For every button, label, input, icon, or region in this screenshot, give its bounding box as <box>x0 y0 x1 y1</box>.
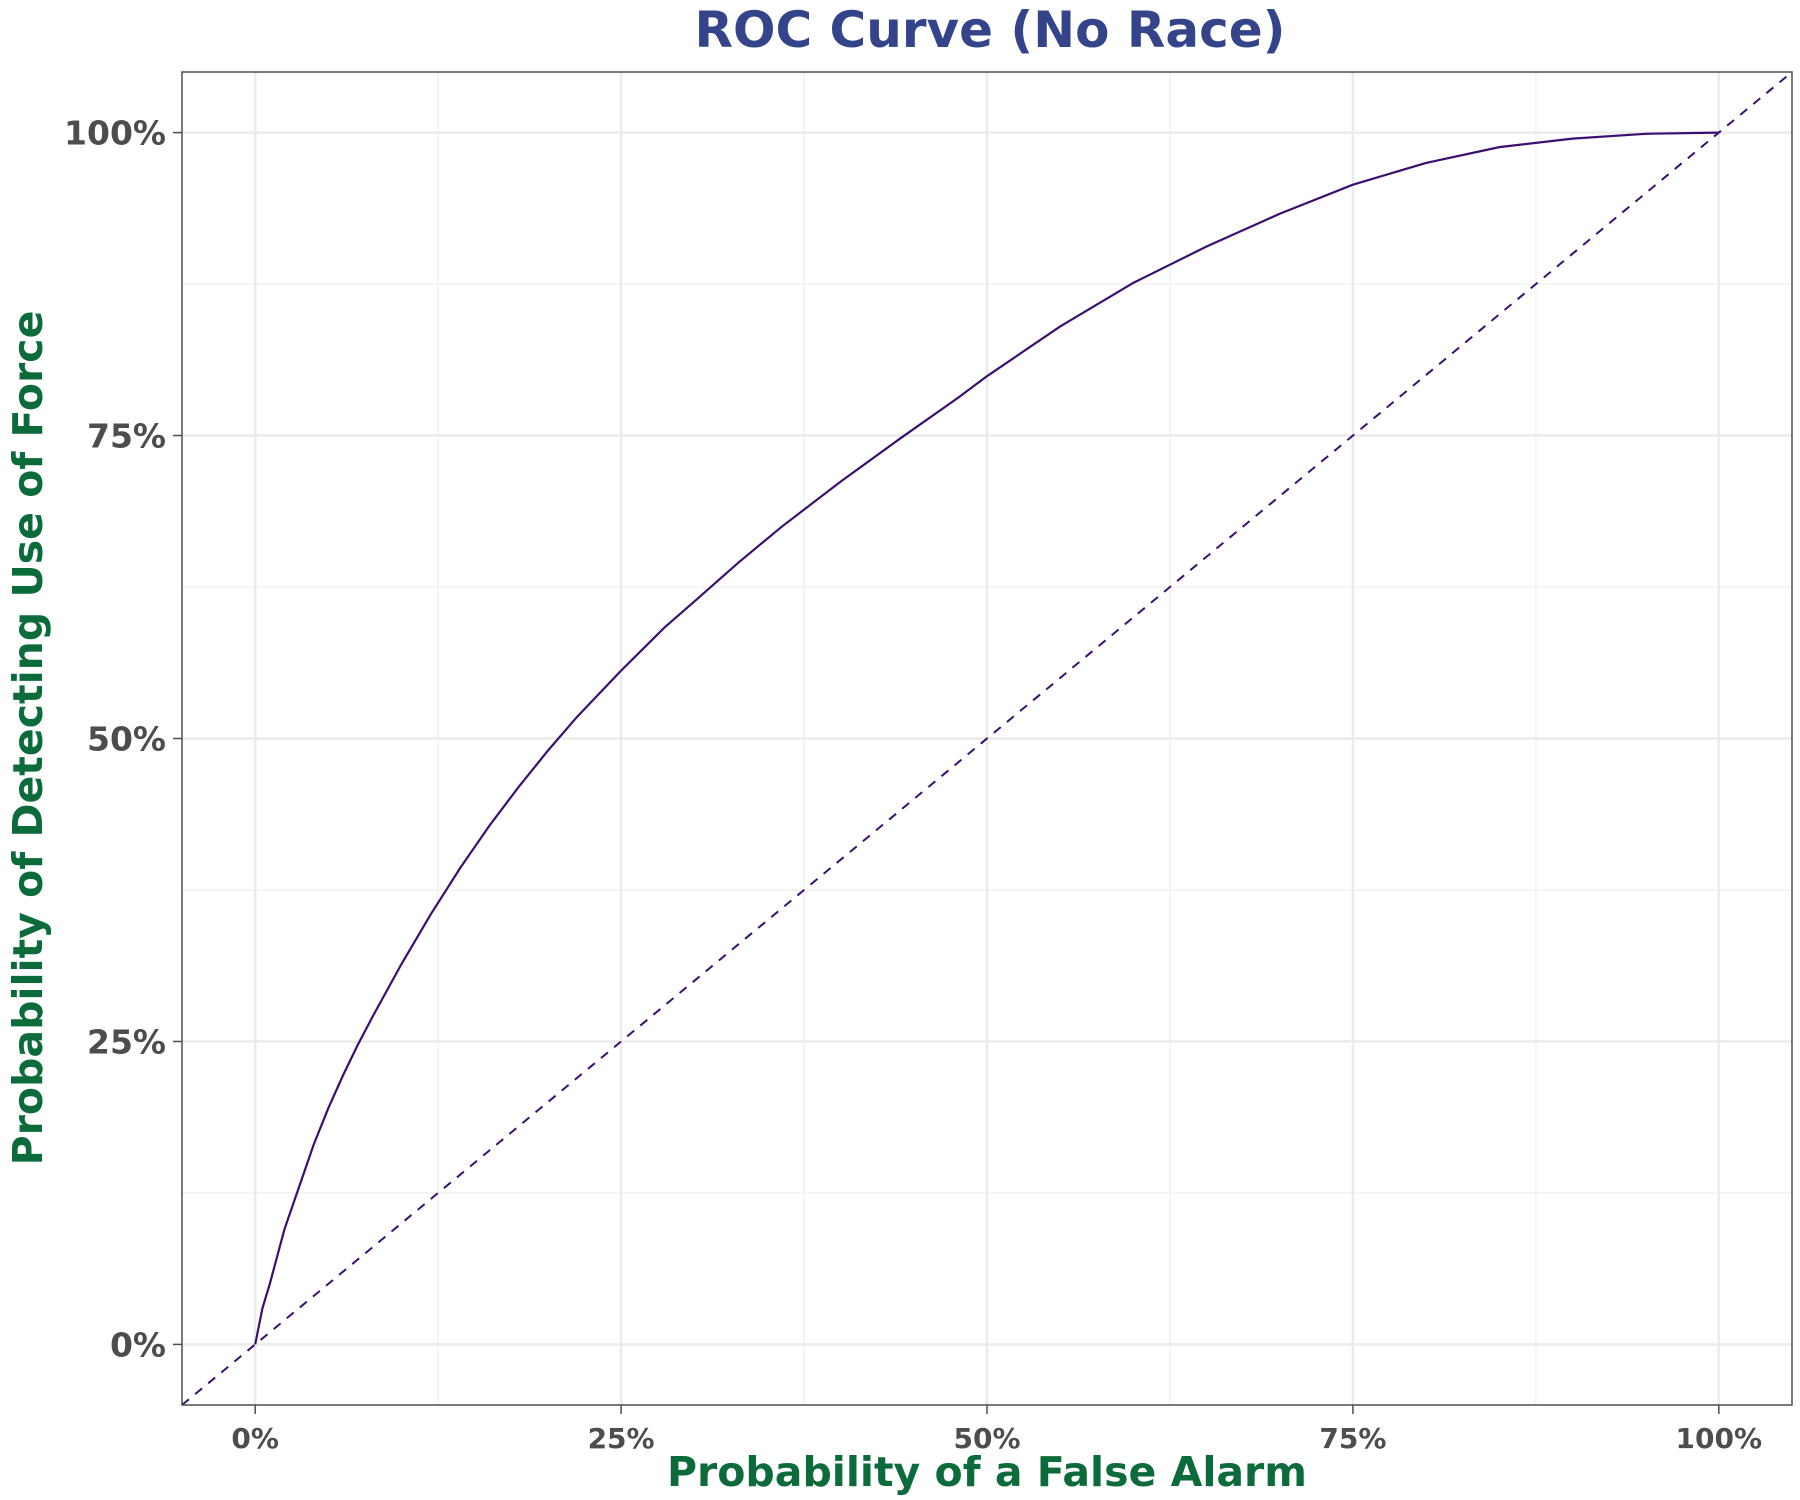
chart-title: ROC Curve (No Race) <box>694 1 1285 59</box>
x-tick-label-2: 50% <box>953 1422 1020 1455</box>
x-axis-title: Probability of a False Alarm <box>667 1448 1307 1496</box>
x-tick-label-4: 100% <box>1676 1422 1763 1455</box>
y-tick-label-2: 50% <box>87 720 166 759</box>
x-tick-label-1: 25% <box>588 1422 655 1455</box>
y-tick-label-0: 0% <box>110 1325 166 1364</box>
x-tick-label-3: 75% <box>1319 1422 1386 1455</box>
y-tick-label-4: 100% <box>64 114 166 153</box>
chance-diagonal <box>181 71 1793 1406</box>
y-axis-title: Probability of Detecting Use of Force <box>4 311 52 1166</box>
roc-curve-line <box>254 131 1719 1345</box>
x-axis-ticks: 0% 25% 50% 75% 100% <box>231 1405 1762 1455</box>
y-tick-label-1: 25% <box>87 1022 166 1061</box>
x-tick-label-0: 0% <box>231 1422 279 1455</box>
y-tick-label-3: 75% <box>87 417 166 456</box>
y-axis-ticks: 0% 25% 50% 75% 100% <box>64 114 182 1364</box>
